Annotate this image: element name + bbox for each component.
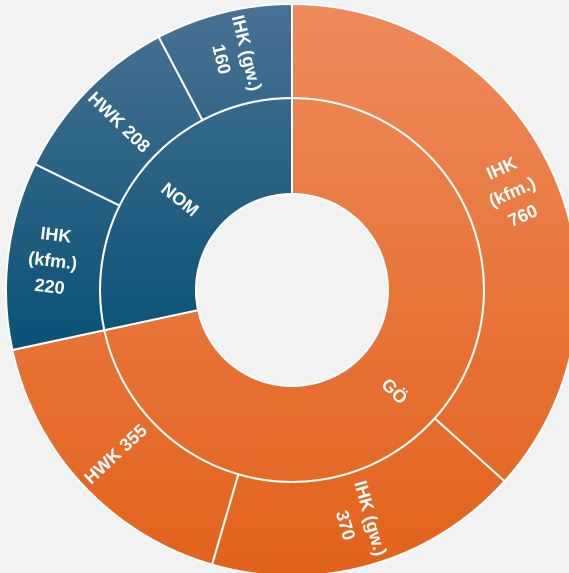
segments-layer [5,2,569,573]
outer-segment-g-0 [291,2,569,483]
outer-segment-nom-2 [157,2,293,122]
